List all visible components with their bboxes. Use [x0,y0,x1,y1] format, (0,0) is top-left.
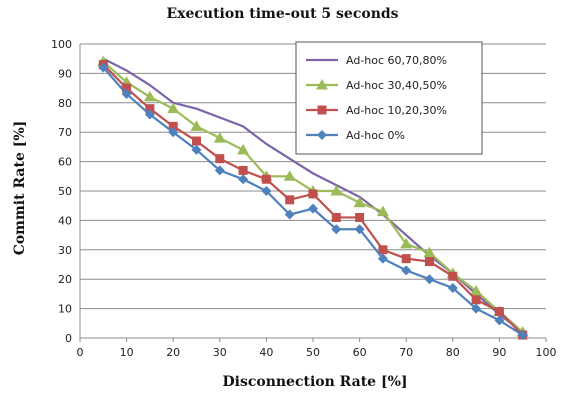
data-point [423,246,436,258]
data-point [285,195,295,205]
y-tick-label: 100 [51,38,72,51]
data-point [447,283,458,294]
data-point [168,121,178,131]
data-point [238,165,248,175]
y-tick-label: 30 [58,244,72,257]
data-point [355,212,365,222]
data-point [144,109,155,120]
data-point [121,88,132,99]
y-tick-label: 40 [58,214,72,227]
x-axis-label: Disconnection Rate [%] [222,374,408,390]
x-tick-label: 50 [306,346,320,359]
data-point [214,165,225,176]
x-tick-label: 40 [259,346,273,359]
data-point [261,174,271,184]
legend-entry: Ad-hoc 10,20,30% [346,104,447,117]
data-point [494,315,505,326]
y-tick-label: 90 [58,67,72,80]
data-point [425,257,434,267]
data-point [145,104,155,114]
y-tick-label: 70 [58,126,72,139]
data-point [448,271,458,281]
data-point [378,245,388,255]
data-point [191,144,202,155]
x-tick-label: 90 [492,346,506,359]
data-point [354,224,365,235]
x-tick-label: 0 [77,346,84,359]
data-point [192,136,201,146]
data-point [400,237,413,249]
y-tick-label: 60 [58,156,72,169]
x-tick-label: 100 [536,346,557,359]
x-tick-label: 60 [353,346,367,359]
data-point [331,224,342,235]
data-point [168,127,179,138]
data-point [261,186,272,196]
legend-entry: Ad-hoc 0% [346,129,405,142]
data-point [167,102,180,114]
legend-marker [316,79,328,90]
data-point [376,205,389,217]
data-point [190,120,203,131]
legend-entry: Ad-hoc 60,70,80% [346,54,447,67]
legend-entry: Ad-hoc 30,40,50% [346,79,447,92]
data-point [238,174,249,185]
data-point [330,185,343,196]
data-point [331,212,341,222]
data-point [98,62,109,73]
x-tick-label: 10 [120,346,134,359]
data-point [377,253,388,264]
data-point [308,189,318,199]
data-point [213,132,226,143]
data-point [353,196,366,208]
data-point [401,254,411,264]
y-tick-label: 80 [58,97,72,110]
y-tick-label: 0 [65,332,72,345]
data-point [122,83,132,93]
data-point [471,295,481,305]
data-point [517,330,528,341]
x-tick-label: 80 [446,346,460,359]
x-tick-label: 30 [213,346,227,359]
data-point [401,265,412,276]
y-tick-label: 20 [58,273,72,286]
data-point [470,284,483,296]
data-point [424,274,435,285]
legend-marker [317,105,327,115]
data-point [237,143,250,155]
x-tick-label: 20 [166,346,180,359]
data-point [471,303,482,314]
y-tick-label: 10 [58,303,72,316]
x-tick-label: 70 [399,346,413,359]
legend-marker [317,130,327,140]
data-point [494,307,504,317]
data-point [283,170,296,181]
data-point [284,209,295,220]
y-tick-label: 50 [58,185,72,198]
data-point [143,90,156,102]
chart-title: Execution time-out 5 seconds [166,6,399,22]
data-point [215,154,225,164]
data-point [308,203,318,214]
